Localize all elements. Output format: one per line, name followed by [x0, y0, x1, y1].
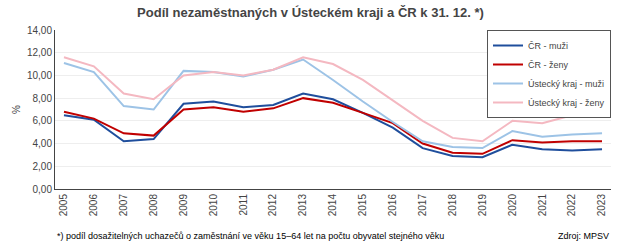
svg-text:Ústecký kraj - ženy: Ústecký kraj - ženy	[528, 98, 605, 108]
svg-text:0,00: 0,00	[33, 184, 53, 195]
svg-text:%: %	[11, 105, 22, 114]
svg-text:2010: 2010	[208, 194, 219, 217]
svg-text:2015: 2015	[357, 194, 368, 217]
svg-text:2014: 2014	[327, 194, 338, 217]
svg-text:6,00: 6,00	[33, 115, 53, 126]
svg-text:ČR - muži: ČR - muži	[528, 41, 568, 51]
svg-text:2008: 2008	[148, 194, 159, 217]
svg-text:2007: 2007	[118, 194, 129, 217]
svg-text:2019: 2019	[477, 194, 488, 217]
svg-text:2,00: 2,00	[33, 161, 53, 172]
svg-text:2018: 2018	[447, 194, 458, 217]
svg-text:2006: 2006	[88, 194, 99, 217]
svg-text:2009: 2009	[178, 194, 189, 217]
svg-text:2021: 2021	[537, 194, 548, 217]
svg-text:2022: 2022	[566, 194, 577, 217]
svg-text:8,00: 8,00	[33, 93, 53, 104]
svg-text:14,00: 14,00	[27, 25, 52, 36]
svg-text:2016: 2016	[387, 194, 398, 217]
svg-text:ČR - ženy: ČR - ženy	[528, 60, 569, 70]
svg-text:Podíl nezaměstnaných v Ústecké: Podíl nezaměstnaných v Ústeckém kraji a …	[137, 5, 484, 20]
svg-text:*) podíl dosažitelných uchazeč: *) podíl dosažitelných uchazečů o zaměst…	[57, 231, 444, 241]
svg-text:2005: 2005	[58, 194, 69, 217]
svg-text:2017: 2017	[417, 194, 428, 217]
svg-text:10,00: 10,00	[27, 70, 52, 81]
svg-text:4,00: 4,00	[33, 138, 53, 149]
svg-text:2023: 2023	[596, 194, 607, 217]
svg-text:12,00: 12,00	[27, 47, 52, 58]
svg-text:Ústecký kraj - muži: Ústecký kraj - muži	[528, 79, 604, 89]
svg-text:2012: 2012	[267, 194, 278, 217]
svg-text:2011: 2011	[238, 194, 249, 216]
svg-text:2013: 2013	[297, 194, 308, 217]
svg-text:Zdroj: MPSV: Zdroj: MPSV	[558, 231, 609, 241]
svg-text:2020: 2020	[507, 194, 518, 217]
